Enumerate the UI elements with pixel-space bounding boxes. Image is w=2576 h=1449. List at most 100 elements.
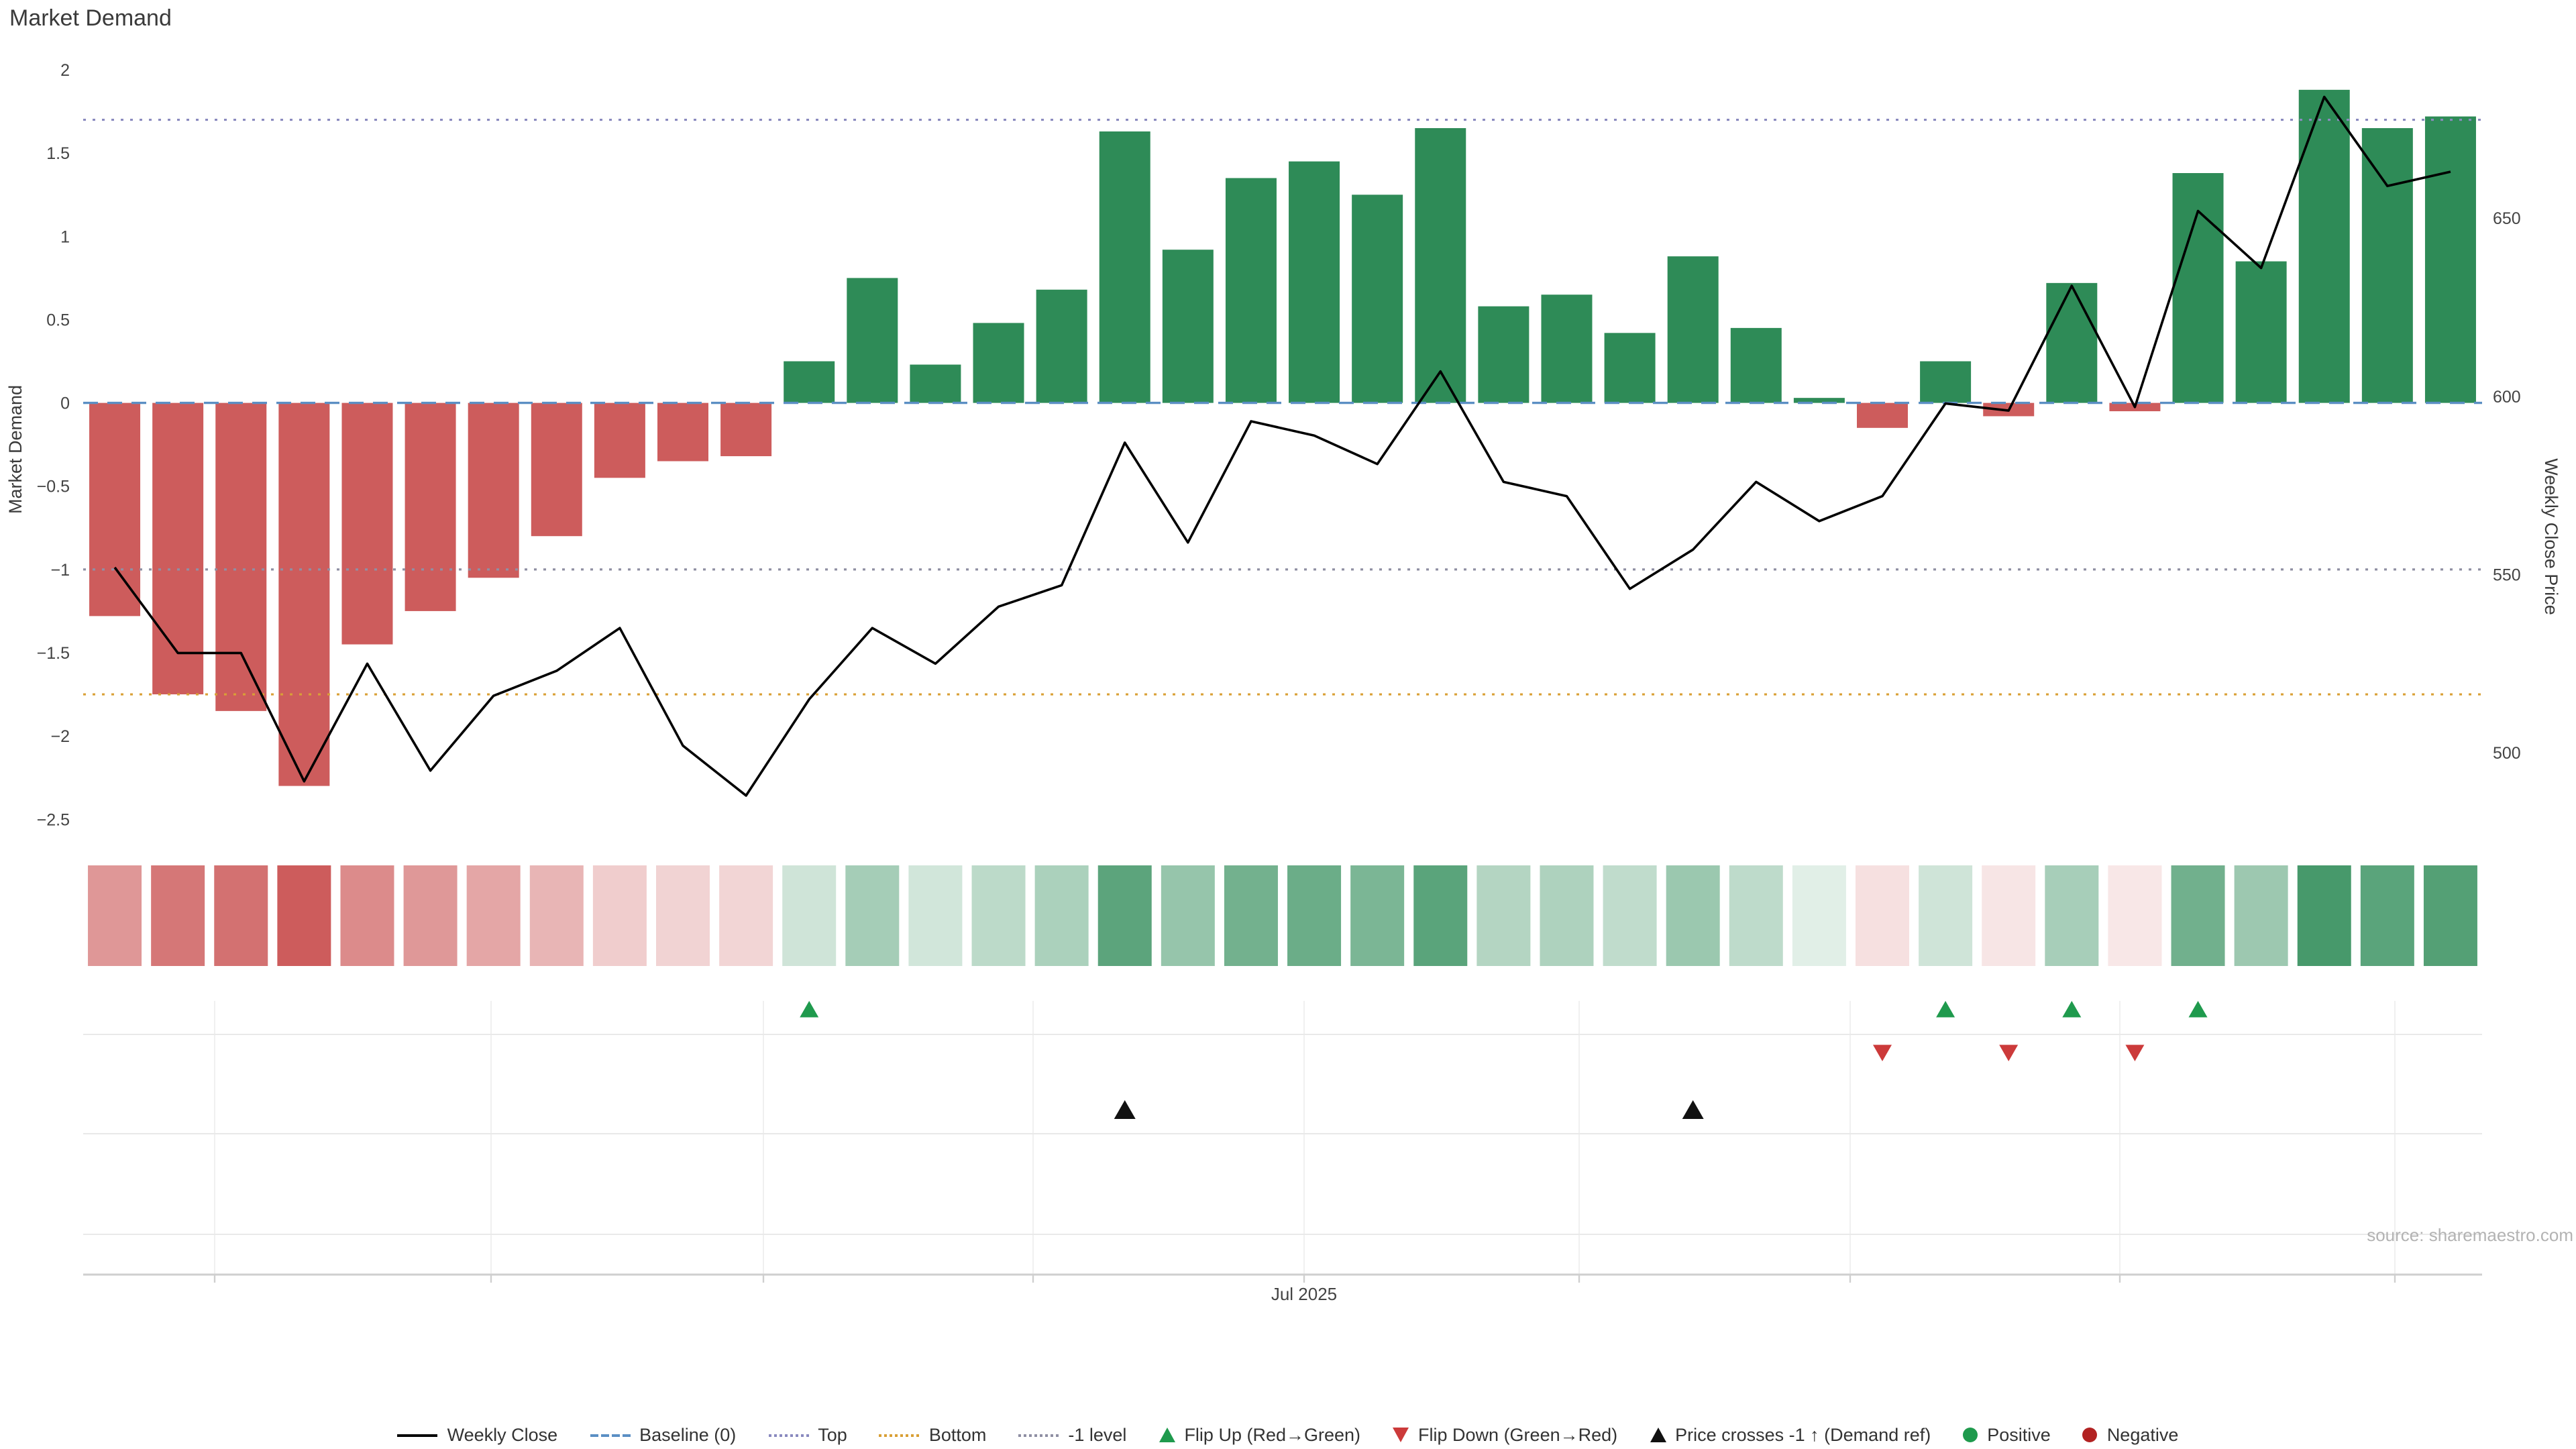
heatmap-cell[interactable] [1729, 865, 1783, 966]
legend-item-top[interactable]: Top [768, 1425, 847, 1445]
legend-item-flip-down-green-red[interactable]: Flip Down (Green→Red) [1393, 1425, 1617, 1445]
demand-bar[interactable] [2235, 261, 2287, 403]
demand-bar[interactable] [2424, 116, 2476, 403]
heatmap-cell[interactable] [908, 865, 963, 966]
heatmap-cell[interactable] [1666, 865, 1720, 966]
heatmap-cell[interactable] [845, 865, 900, 966]
demand-bar[interactable] [1162, 250, 1214, 403]
demand-bar[interactable] [2361, 127, 2413, 403]
heatmap-cell[interactable] [1350, 865, 1405, 966]
heatmap-cell[interactable] [2171, 865, 2225, 966]
flip-down-marker[interactable] [1999, 1044, 2019, 1062]
heatmap-cell[interactable] [1603, 865, 1657, 966]
market-demand-chart[interactable]: 2 1.5 1 0.5 0 −0.5 −1 −1.5 −2 −2.5 650 600 550 500 Mar… [0, 0, 2576, 1348]
heatmap-cell[interactable] [1540, 865, 1594, 966]
heatmap-cell[interactable] [1224, 865, 1278, 966]
heatmap-cell[interactable] [971, 865, 1026, 966]
demand-bar[interactable] [1920, 361, 1972, 403]
weekly-close-line[interactable] [113, 95, 2451, 797]
demand-bar[interactable] [720, 402, 772, 457]
demand-bar[interactable] [531, 402, 582, 537]
heatmap-cell[interactable] [1097, 865, 1152, 966]
demand-bar[interactable] [2046, 282, 2098, 403]
demand-bar[interactable] [784, 361, 835, 403]
demand-bar[interactable] [152, 402, 204, 695]
left-axis-tick: 0 [60, 394, 70, 413]
heatmap-cell[interactable] [2108, 865, 2162, 966]
demand-bar[interactable] [1352, 195, 1403, 403]
heatmap-cell[interactable] [214, 865, 268, 966]
heatmap-cell[interactable] [277, 865, 331, 966]
heatmap-cell[interactable] [88, 865, 142, 966]
demand-bar[interactable] [1415, 127, 1466, 403]
heatmap-cell[interactable] [340, 865, 394, 966]
demand-bar[interactable] [1289, 161, 1340, 403]
flip-up-marker[interactable] [800, 1001, 819, 1018]
demand-bar[interactable] [657, 402, 708, 462]
heatmap-cell[interactable] [592, 865, 647, 966]
flip-up-marker[interactable] [2062, 1001, 2082, 1018]
heatmap-cell[interactable] [2234, 865, 2288, 966]
heatmap-cell[interactable] [1287, 865, 1342, 966]
demand-bar[interactable] [2172, 173, 2224, 403]
demand-bar[interactable] [594, 402, 645, 478]
heatmap-cell[interactable] [1919, 865, 1973, 966]
demand-bar[interactable] [1225, 178, 1277, 403]
demand-bar[interactable] [2298, 89, 2350, 403]
demand-bar[interactable] [468, 402, 519, 578]
demand-bar[interactable] [1857, 402, 1908, 428]
demand-bar[interactable] [405, 402, 456, 611]
legend-item-1-level[interactable]: -1 level [1018, 1425, 1126, 1445]
demand-bar[interactable] [847, 278, 898, 403]
demand-bar[interactable] [215, 402, 267, 711]
demand-bar[interactable] [1478, 306, 1529, 403]
demand-bar[interactable] [278, 402, 330, 786]
heatmap-cell[interactable] [1477, 865, 1531, 966]
demand-bar[interactable] [1667, 256, 1719, 403]
demand-bar[interactable] [89, 402, 141, 616]
demand-bar[interactable] [1604, 333, 1656, 403]
demand-bar[interactable] [341, 402, 393, 645]
heatmap-cell[interactable] [656, 865, 710, 966]
heatmap-cell[interactable] [1792, 865, 1846, 966]
legend-item-baseline-0[interactable]: Baseline (0) [590, 1425, 736, 1445]
demand-bar[interactable] [1730, 327, 1782, 403]
event-markers [800, 1001, 2208, 1119]
heatmap-cell[interactable] [466, 865, 521, 966]
heatmap-cell[interactable] [1161, 865, 1215, 966]
price-cross-marker[interactable] [1682, 1100, 1704, 1119]
heatmap-cell[interactable] [1034, 865, 1089, 966]
heatmap-cell[interactable] [2045, 865, 2099, 966]
flip-up-marker[interactable] [2188, 1001, 2208, 1018]
heatmap-cell[interactable] [2297, 865, 2351, 966]
demand-bar[interactable] [1036, 289, 1087, 403]
heatmap-cell[interactable] [782, 865, 837, 966]
price-cross-marker[interactable] [1114, 1100, 1136, 1119]
demand-bar[interactable] [1541, 294, 1593, 403]
flip-down-marker[interactable] [1873, 1044, 1892, 1062]
circle-icon [1963, 1428, 1978, 1442]
left-axis-tick: 0.5 [46, 311, 70, 329]
heatmap-cell[interactable] [2360, 865, 2414, 966]
heatmap-cell[interactable] [1413, 865, 1468, 966]
demand-bar[interactable] [1099, 131, 1150, 403]
heatmap-cell[interactable] [151, 865, 205, 966]
heatmap-cell[interactable] [403, 865, 458, 966]
legend-item-negative[interactable]: Negative [2082, 1425, 2178, 1445]
heatmap-cell[interactable] [2423, 865, 2477, 966]
circle-icon [2082, 1428, 2098, 1442]
heatmap-cell[interactable] [1982, 865, 2036, 966]
demand-bar[interactable] [1793, 398, 1845, 403]
demand-bar[interactable] [910, 364, 961, 403]
heatmap-cell[interactable] [529, 865, 584, 966]
legend-item-positive[interactable]: Positive [1963, 1425, 2051, 1445]
heatmap-cell[interactable] [719, 865, 773, 966]
legend-item-price-crosses-1-demand-ref[interactable]: Price crosses -1 ↑ (Demand ref) [1650, 1425, 1931, 1445]
heatmap-cell[interactable] [1856, 865, 1909, 966]
legend-item-weekly-close[interactable]: Weekly Close [397, 1425, 557, 1445]
demand-bar[interactable] [973, 323, 1024, 403]
legend-item-bottom[interactable]: Bottom [879, 1425, 986, 1445]
flip-down-marker[interactable] [2125, 1044, 2145, 1062]
legend-item-flip-up-red-green[interactable]: Flip Up (Red→Green) [1159, 1425, 1360, 1445]
flip-up-marker[interactable] [1936, 1001, 1955, 1018]
